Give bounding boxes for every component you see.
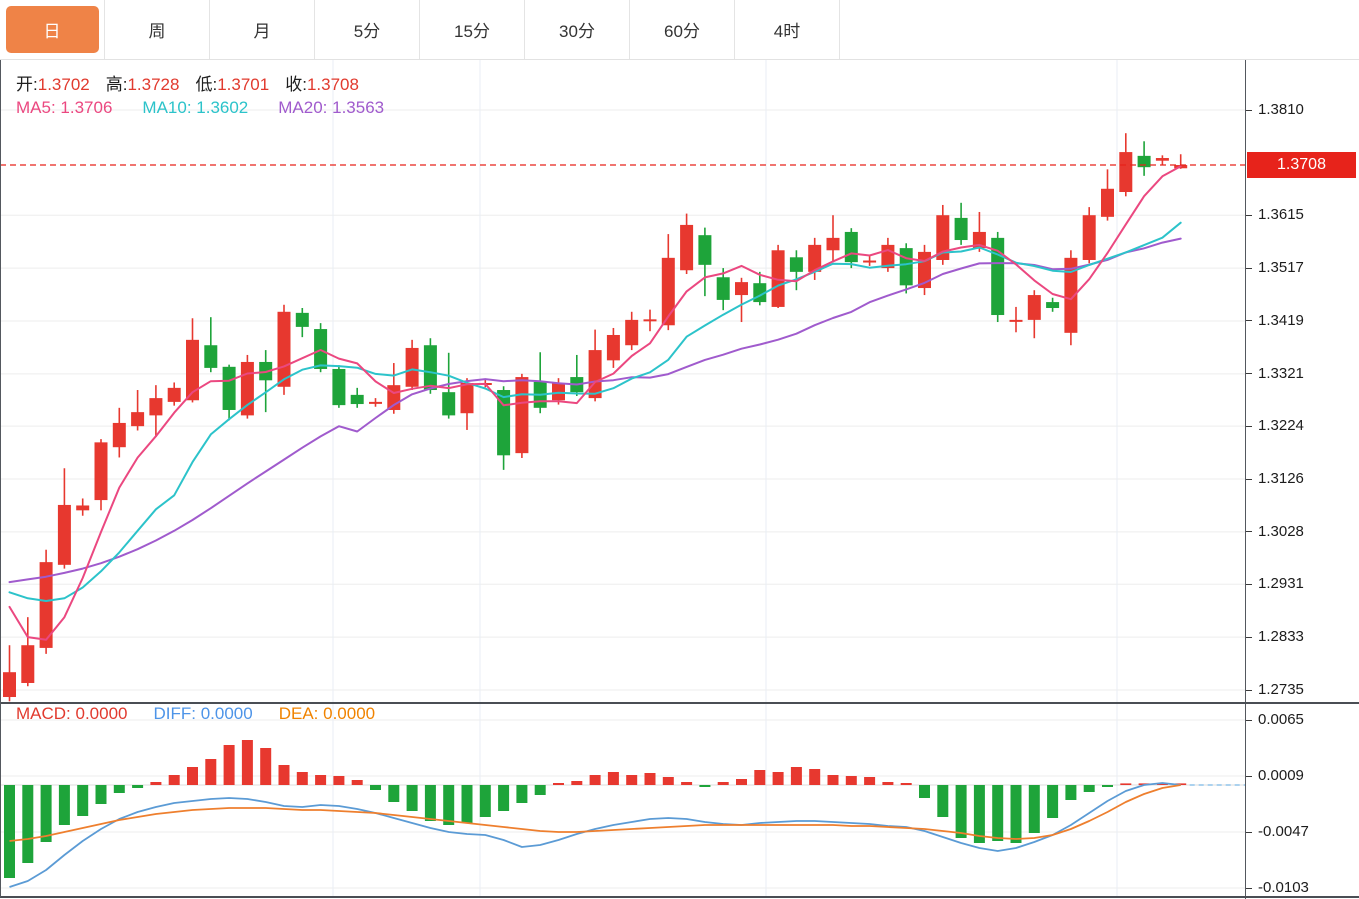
axis-tick (1246, 636, 1252, 638)
tab-5min[interactable]: 5分 (315, 0, 420, 59)
macd-indicator-chart[interactable] (0, 703, 1246, 897)
chart-bottom-border (0, 896, 1359, 898)
axis-tick (1246, 478, 1252, 480)
axis-tick-label: 1.3419 (1258, 311, 1304, 329)
ma-info-row: MA5: 1.3706 MA10: 1.3602 MA20: 1.3563 (16, 98, 414, 118)
tab-30min[interactable]: 30分 (525, 0, 630, 59)
axis-tick-label: 1.3321 (1258, 364, 1304, 382)
tab-label: 周 (148, 22, 166, 41)
indicator-item: MA20: 1.3563 (278, 98, 385, 117)
axis-tick (1246, 373, 1252, 375)
axis-tick-label: -0.0103 (1258, 879, 1309, 896)
axis-tick-label: 1.3028 (1258, 522, 1304, 540)
tab-label: 60分 (664, 22, 700, 41)
axis-tick (1246, 267, 1252, 269)
axis-tick-label: 1.3224 (1258, 417, 1304, 435)
axis-tick-label: 1.3810 (1258, 101, 1304, 118)
indicator-label: 开: (16, 75, 38, 94)
axis-tick-label: 1.3517 (1258, 259, 1304, 277)
indicator-value: 1.3701 (217, 75, 270, 94)
tab-month[interactable]: 月 (210, 0, 315, 59)
indicator-label: 收: (285, 75, 307, 94)
indicator-item: MACD: 0.0000 (16, 704, 128, 723)
indicator-item: DEA: 0.0000 (278, 704, 376, 723)
axis-tick-label: 0.0009 (1258, 767, 1304, 784)
axis-tick (1246, 775, 1252, 777)
tab-4hour[interactable]: 4时 (735, 0, 840, 59)
tab-15min[interactable]: 15分 (420, 0, 525, 59)
macd-info-row: MACD: 0.0000 DIFF: 0.0000 DEA: 0.0000 (16, 704, 401, 724)
indicator-value: 1.3702 (37, 75, 90, 94)
panel-divider (0, 702, 1359, 704)
axis-tick (1246, 214, 1252, 216)
axis-tick (1246, 320, 1252, 322)
main-candlestick-chart[interactable] (0, 60, 1246, 703)
tab-label: 日 (5, 6, 99, 53)
indicator-value: 1.3708 (306, 75, 359, 94)
ohlc-info-row: 开:1.3702 高:1.3728 低:1.3701 收:1.3708 (16, 70, 375, 95)
axis-tick-label: 0.0065 (1258, 711, 1304, 728)
tab-60min[interactable]: 60分 (630, 0, 735, 59)
indicator-item: MA10: 1.3602 (142, 98, 249, 117)
indicator-item: MA5: 1.3706 (16, 98, 113, 117)
axis-tick (1246, 425, 1252, 427)
axis-tick-label: 1.3615 (1258, 206, 1304, 224)
axis-tick (1246, 887, 1252, 889)
price-axis: 1.3708 1.3810 1.3615 1.3517 1.3419 1.3321 1.3… (1245, 60, 1359, 899)
axis-tick-label: -0.0047 (1258, 823, 1309, 840)
indicator-value: 1.3728 (127, 75, 180, 94)
axis-tick-label: 1.2833 (1258, 628, 1304, 646)
axis-tick-label: 1.2735 (1258, 681, 1304, 698)
tab-label: 4时 (773, 22, 801, 41)
indicator-label: 低: (195, 75, 218, 94)
indicator-item: DIFF: 0.0000 (153, 704, 253, 723)
tab-week[interactable]: 周 (105, 0, 210, 59)
axis-tick (1246, 531, 1252, 533)
axis-tick-label: 1.3126 (1258, 470, 1304, 488)
tab-label: 月 (253, 22, 271, 41)
chart-left-border (0, 60, 1, 897)
timeframe-tabbar: 日 周 月 5分 15分 30分 60分 4时 (0, 0, 1359, 60)
tab-day[interactable]: 日 (0, 0, 105, 59)
axis-tick (1246, 831, 1252, 833)
axis-tick (1246, 689, 1252, 691)
axis-tick (1246, 109, 1252, 111)
tab-label: 30分 (559, 22, 595, 41)
tab-label: 5分 (353, 22, 381, 41)
axis-tick-label: 1.2931 (1258, 575, 1304, 593)
axis-tick (1246, 719, 1252, 721)
indicator-label: 高: (105, 75, 128, 94)
current-price-tag: 1.3708 (1247, 152, 1356, 179)
axis-tick (1246, 583, 1252, 585)
tab-label: 15分 (454, 22, 490, 41)
